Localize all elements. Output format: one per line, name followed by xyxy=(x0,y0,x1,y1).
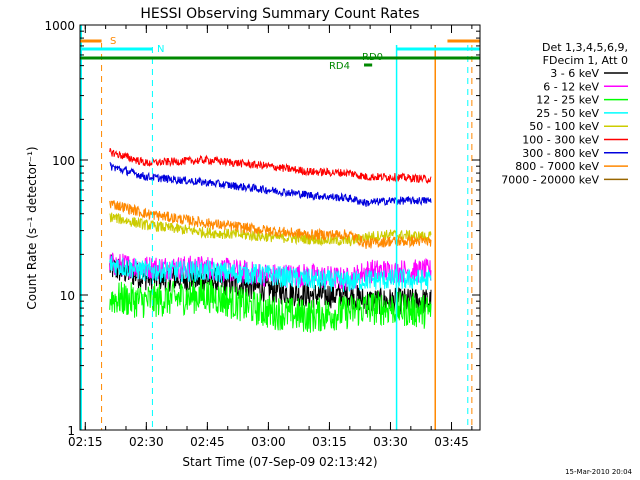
y-tick-label: 1000 xyxy=(44,19,75,33)
x-tick-label: 03:00 xyxy=(251,435,286,449)
legend-header-line: FDecim 1, Att 0 xyxy=(543,54,628,67)
legend-label: 50 - 100 keV xyxy=(529,120,599,133)
x-tick-label: 03:30 xyxy=(373,435,408,449)
series-line-2 xyxy=(109,279,432,333)
chart-title: HESSI Observing Summary Count Rates xyxy=(140,6,419,22)
flag-label-rd0: RD0 xyxy=(362,52,383,63)
x-tick-label: 03:45 xyxy=(434,435,469,449)
y-tick-label: 1 xyxy=(67,424,75,438)
series-line-0 xyxy=(109,254,432,315)
legend-header-line: Det 1,3,4,5,6,9, xyxy=(542,41,628,54)
legend-label: 3 - 6 keV xyxy=(550,67,599,80)
flag-label-n: N xyxy=(157,44,164,55)
series-line-7 xyxy=(109,200,432,249)
legend-label: 6 - 12 keV xyxy=(543,80,599,93)
x-tick-label: 02:30 xyxy=(129,435,164,449)
y-axis-label: Count Rate (s⁻¹ detector⁻¹) xyxy=(25,146,39,309)
y-tick-label: 10 xyxy=(60,289,75,303)
x-tick-label: 03:15 xyxy=(312,435,347,449)
x-axis-label: Start Time (07-Sep-09 02:13:42) xyxy=(182,455,377,469)
x-tick-label: 02:15 xyxy=(68,435,103,449)
legend-label: 7000 - 20000 keV xyxy=(501,173,599,186)
timestamp-footer: 15-Mar-2010 20:04 xyxy=(565,468,632,476)
flag-label-rd4: RD4 xyxy=(329,61,350,72)
series-line-3 xyxy=(109,254,432,293)
legend-label: 800 - 7000 keV xyxy=(515,160,599,173)
plot-frame xyxy=(79,24,481,431)
x-tick-label: 02:45 xyxy=(190,435,225,449)
legend-label: 25 - 50 keV xyxy=(536,107,599,120)
legend-label: 300 - 800 keV xyxy=(522,147,599,160)
legend-label: 100 - 300 keV xyxy=(522,134,599,147)
series-line-5 xyxy=(109,148,432,185)
y-tick-label: 100 xyxy=(52,154,75,168)
series-line-6 xyxy=(109,161,432,207)
flag-label-s: S xyxy=(110,36,116,47)
legend-label: 12 - 25 keV xyxy=(536,94,599,107)
